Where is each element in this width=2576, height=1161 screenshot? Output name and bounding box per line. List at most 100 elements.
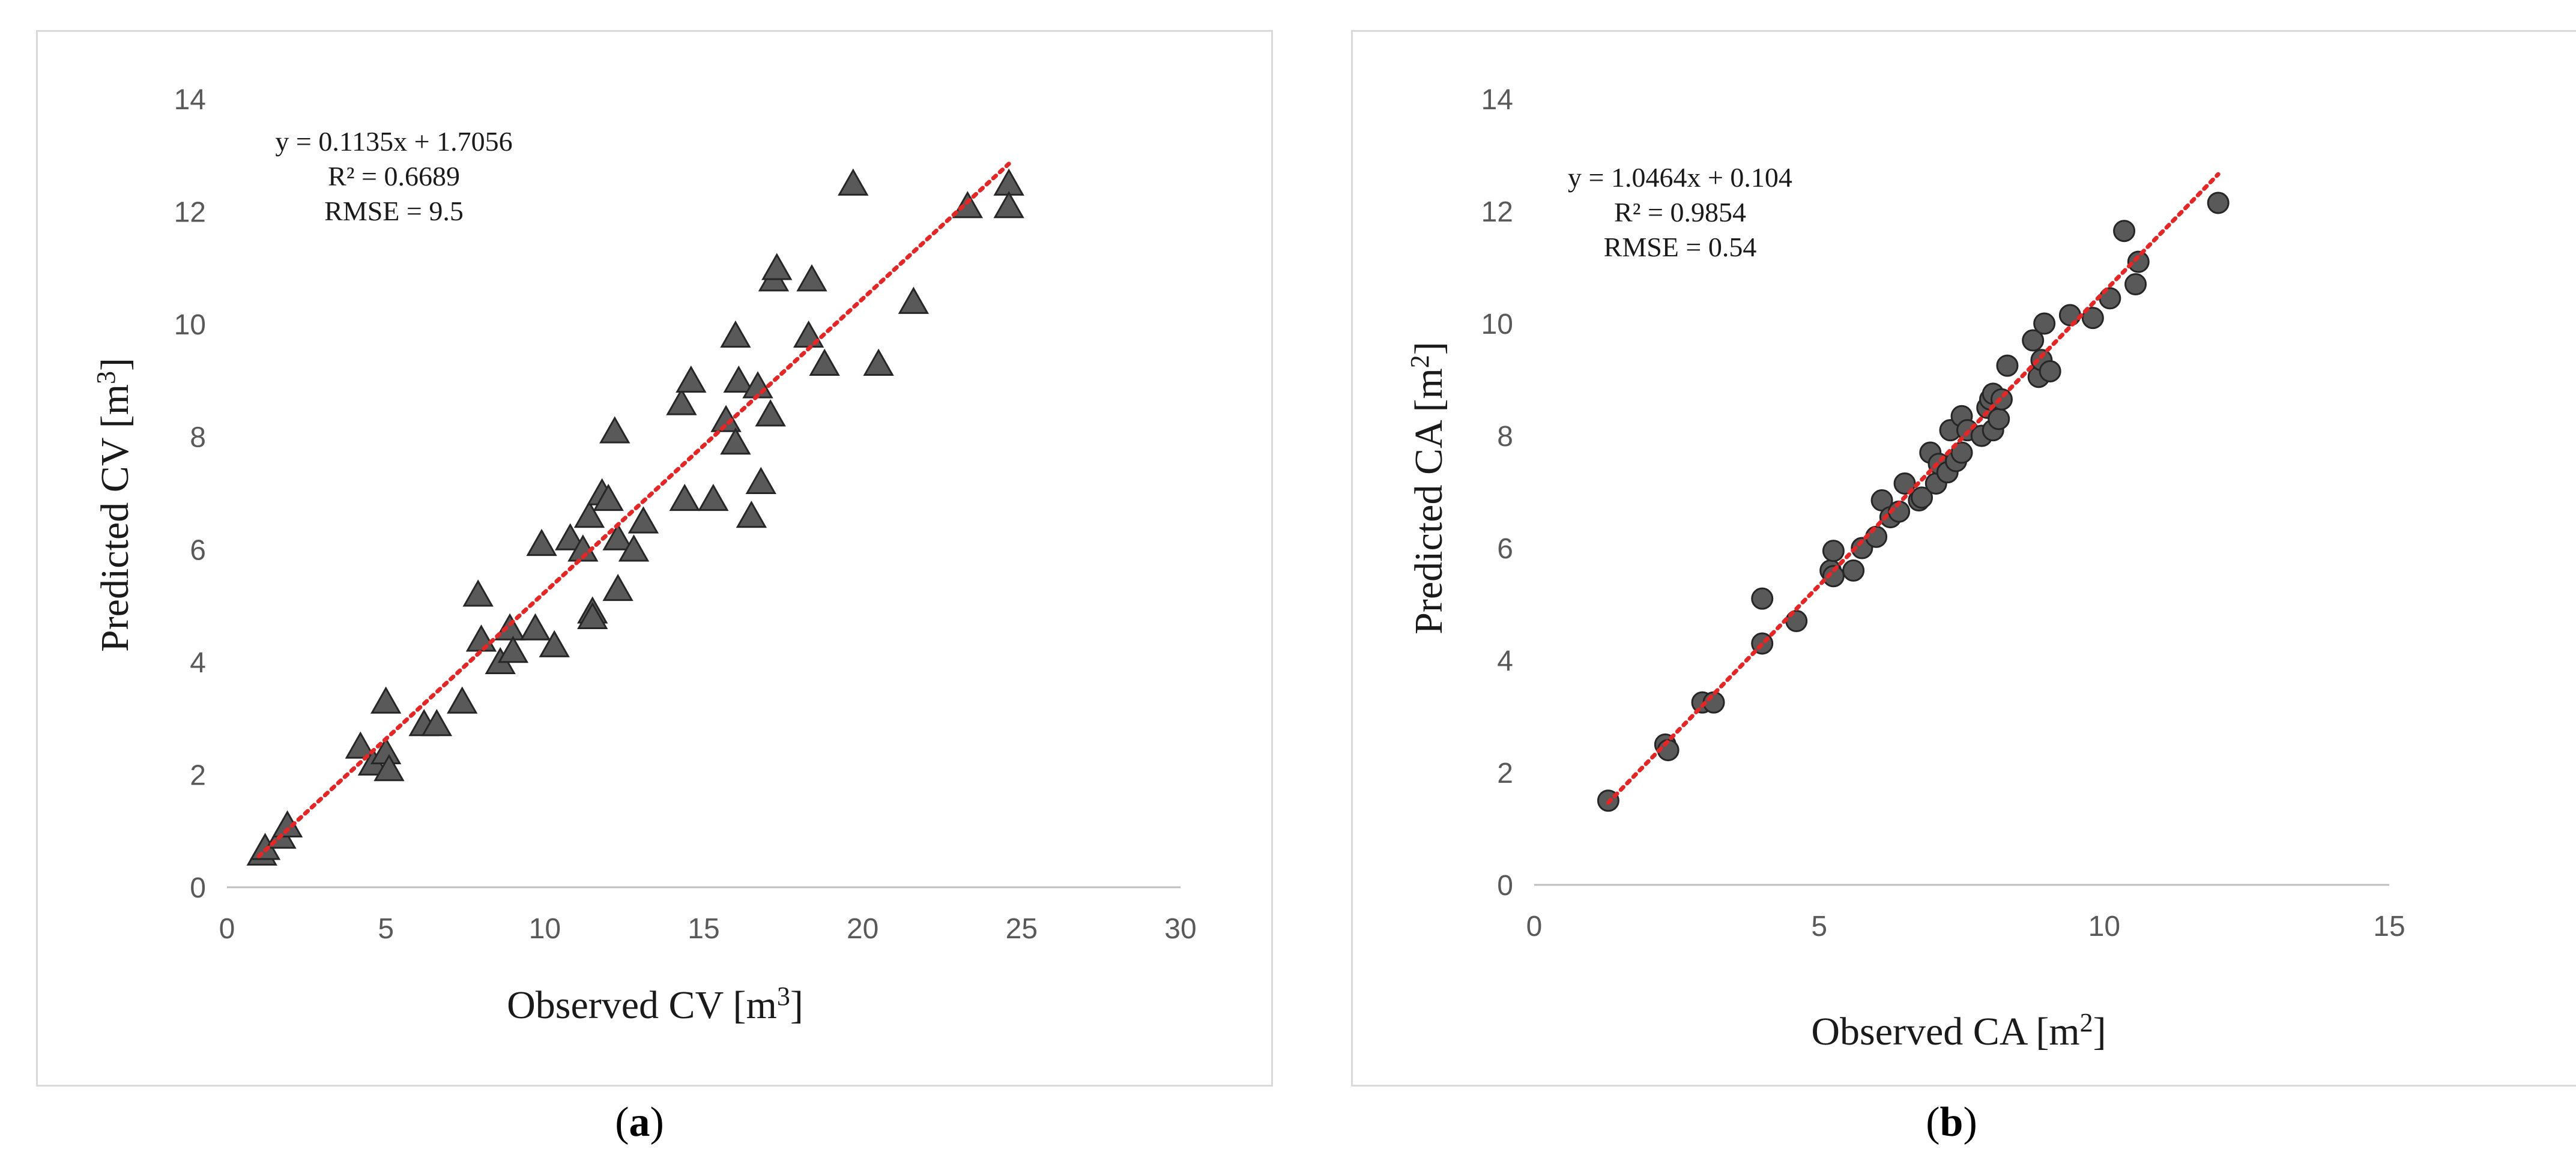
x-tick-label: 5	[1811, 911, 1827, 942]
data-point	[370, 686, 402, 714]
x-tick-label: 25	[1006, 913, 1038, 945]
trendline	[256, 161, 1011, 858]
x-tick-label: 0	[219, 913, 235, 945]
data-point	[698, 483, 729, 511]
x-tick-label: 15	[688, 913, 719, 945]
data-point	[593, 483, 624, 511]
data-point	[271, 810, 303, 838]
x-tick-label: 15	[2373, 911, 2405, 942]
data-point	[745, 466, 776, 494]
trendline	[1606, 172, 2221, 805]
y-tick-label: 12	[1481, 196, 1513, 228]
data-point	[602, 523, 633, 550]
x-tick-label: 10	[529, 913, 561, 945]
scatter-chart-a: 0 5 10 15 20 25 30 0 2 4 6 8 10 12 14 y = 0.1135x + 1.…	[91, 84, 1197, 1027]
data-point	[796, 264, 827, 292]
chart-panel-b: 0 5 10 15 0 2 4 6 8 10 12 14 y = 1.0464x + 0.104 R²…	[1351, 30, 2576, 1087]
data-point	[627, 506, 659, 534]
data-point	[838, 168, 869, 196]
data-point	[494, 613, 525, 641]
data-point	[539, 630, 570, 657]
rmse: RMSE = 9.5	[324, 196, 464, 226]
data-point	[755, 399, 786, 427]
y-tick-label: 12	[174, 197, 206, 229]
data-point	[2033, 312, 2056, 335]
rmse: RMSE = 0.54	[1604, 232, 1757, 262]
y-tick-label: 2	[190, 759, 206, 791]
y-tick-label: 2	[1497, 758, 1513, 789]
data-point	[666, 388, 697, 415]
scatter-chart-b: 0 5 10 15 0 2 4 6 8 10 12 14 y = 1.0464x + 0.104 R²…	[1405, 84, 2405, 1054]
y-tick-label: 10	[174, 309, 206, 341]
x-tick-label: 0	[1526, 911, 1543, 942]
regression-equation: y = 1.0464x + 0.104	[1568, 162, 1792, 193]
y-tick-label: 0	[1497, 870, 1513, 902]
panel-caption-b: (b)	[1926, 1099, 1977, 1145]
data-point	[2058, 304, 2081, 327]
plot-area: 0 5 10 15 20 25 30 0 2 4 6 8 10 12 14	[174, 84, 1197, 945]
data-point	[345, 731, 376, 759]
data-point	[2022, 329, 2045, 352]
data-point	[577, 602, 608, 630]
data-point	[462, 579, 494, 607]
plot-area: 0 5 10 15 0 2 4 6 8 10 12 14	[1481, 84, 2405, 942]
data-point	[465, 624, 497, 652]
data-point	[2207, 191, 2230, 214]
data-point	[2127, 250, 2150, 273]
y-tick-label: 10	[1481, 309, 1513, 340]
data-point	[863, 348, 894, 376]
data-point	[602, 573, 633, 602]
data-point	[497, 636, 529, 663]
y-tick-label: 0	[190, 872, 206, 904]
data-point	[993, 191, 1024, 219]
panel-caption-a: (a)	[615, 1099, 664, 1145]
data-point	[2081, 307, 2104, 330]
r-squared: R² = 0.6689	[328, 161, 460, 191]
data-point	[736, 500, 767, 528]
data-point	[1950, 441, 1973, 464]
x-tick-label: 20	[847, 913, 878, 945]
data-point	[723, 365, 754, 393]
data-point	[952, 191, 984, 219]
x-tick-label: 5	[378, 913, 394, 945]
data-point	[1822, 565, 1845, 588]
y-tick-label: 14	[174, 84, 206, 116]
data-point	[1893, 472, 1916, 495]
data-point	[2124, 273, 2147, 296]
data-point	[373, 754, 405, 782]
data-point	[2113, 220, 2136, 243]
data-point	[2039, 360, 2061, 382]
data-point	[526, 528, 557, 556]
y-tick-label: 8	[190, 422, 206, 454]
regression-equation: y = 0.1135x + 1.7056	[275, 126, 512, 157]
x-axis-title: Observed CV [m3]	[507, 982, 803, 1027]
data-point	[447, 686, 478, 714]
y-tick-label: 4	[1497, 645, 1513, 677]
y-tick-label: 8	[1497, 421, 1513, 453]
data-point	[1988, 408, 2010, 430]
data-point	[1842, 559, 1865, 582]
y-tick-label: 6	[190, 534, 206, 566]
x-axis-title: Observed CA [m2]	[1811, 1008, 2106, 1054]
data-point	[676, 365, 707, 393]
data-point	[1911, 486, 1934, 509]
data-point	[573, 500, 605, 528]
x-tick-label: 10	[2088, 911, 2120, 942]
y-tick-label: 4	[190, 647, 206, 679]
data-point	[793, 320, 824, 348]
chart-panel-a: 0 5 10 15 20 25 30 0 2 4 6 8 10 12 14 y = 0.1135x + 1.…	[36, 30, 1273, 1087]
data-point	[618, 534, 650, 562]
y-tick-label: 6	[1497, 533, 1513, 565]
data-point	[421, 708, 453, 737]
y-axis-title: Predicted CV [m3]	[91, 358, 137, 652]
y-tick-label: 14	[1481, 84, 1513, 116]
data-point	[599, 416, 630, 444]
data-point	[1822, 540, 1845, 562]
data-point	[809, 348, 840, 376]
data-point	[669, 483, 700, 511]
data-point	[898, 286, 930, 314]
data-point	[555, 523, 586, 550]
data-point	[720, 427, 751, 455]
data-point	[1996, 354, 2019, 377]
y-axis-title: Predicted CA [m2]	[1405, 342, 1451, 635]
